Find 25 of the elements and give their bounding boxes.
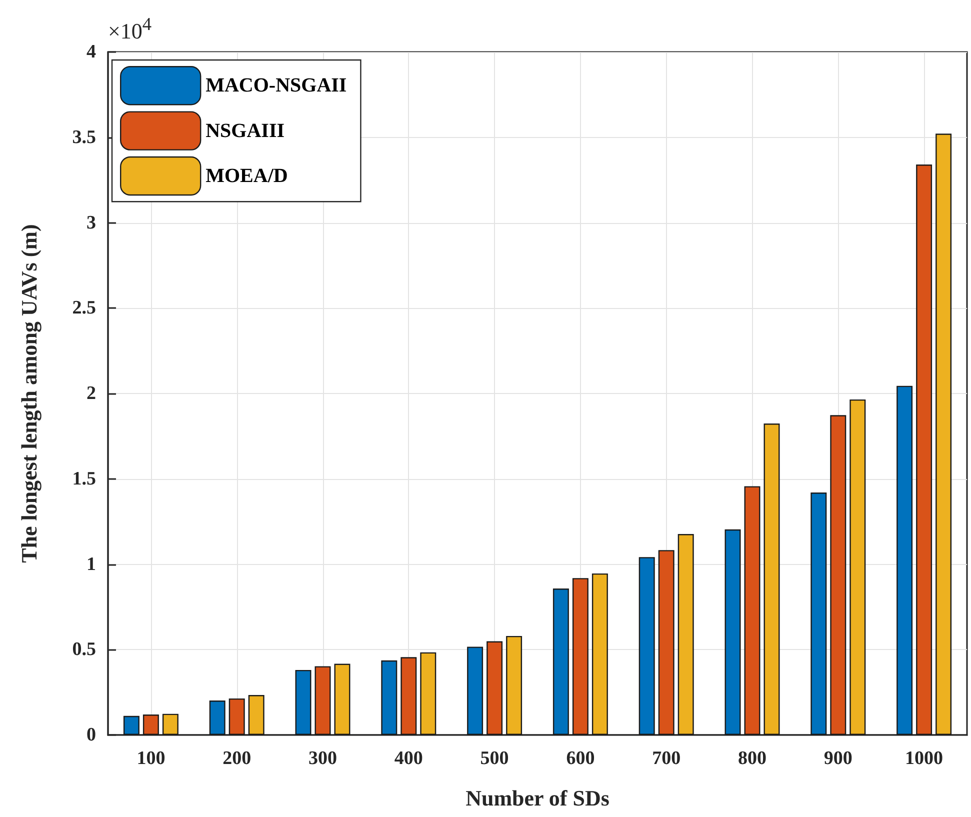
x-tick-label: 400: [394, 748, 423, 769]
x-axis-title: Number of SDs: [466, 786, 610, 810]
text: ×10$^{4}$: [108, 14, 152, 44]
x-tick-label: 600: [566, 748, 595, 769]
x-tick-label: 100: [136, 748, 166, 769]
y-tick-label: 0.5: [72, 639, 96, 660]
legend-label: MACO-NSGAII: [206, 74, 347, 97]
y-tick-label: 4: [86, 42, 96, 62]
y-tick-label: 3: [86, 212, 96, 234]
x-tick-label: 500: [480, 748, 509, 769]
legend-label: NSGAIII: [206, 120, 285, 142]
y-tick-label: 1.5: [72, 468, 96, 490]
x-tick-label: 900: [824, 748, 852, 769]
y-tick-label: 2.5: [72, 298, 96, 319]
y-axis-title: The longest length among UAVs (m): [16, 224, 42, 563]
y-tick-label: 0: [86, 724, 96, 746]
x-tick-label: 800: [738, 748, 766, 769]
y-tick-label: 1: [86, 554, 96, 575]
legend-label: MOEA/D: [206, 165, 288, 187]
x-tick-label: 300: [308, 748, 337, 769]
y-tick-label: 3.5: [72, 126, 96, 148]
x-tick-label: 200: [222, 748, 252, 769]
x-tick-label: 1000: [905, 748, 944, 769]
x-tick-label: 700: [652, 748, 681, 769]
y-tick-label: 2: [86, 383, 96, 404]
